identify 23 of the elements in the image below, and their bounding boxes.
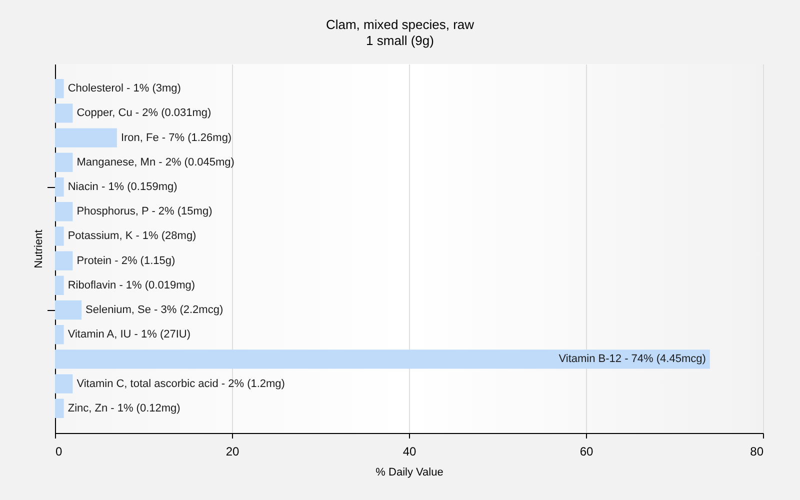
y-tick-label: Copper, Cu - 2% (0.031mg): [76, 107, 212, 120]
x-axis-title: % Daily Value: [376, 466, 444, 478]
y-tick-label: Phosphorus, P - 2% (15mg): [76, 206, 212, 218]
y-tick-label: Riboflavin - 1% (0.019mg): [68, 279, 196, 292]
y-axis-title: Nutrient: [33, 230, 45, 268]
y-tick-label: Manganese, Mn - 2% (0.045mg): [76, 156, 234, 168]
y-tick-label: Potassium, K - 1% (28mg): [68, 230, 196, 242]
y-tick-label: Iron, Fe - 7% (1.26mg): [120, 132, 232, 144]
y-tick-label: Protein - 2% (1.15g): [76, 254, 176, 267]
y-tick-label: Cholesterol - 1% (3mg): [68, 82, 181, 95]
chart-subtitle: 1 small (9g): [366, 33, 434, 48]
x-tick-label: 20: [226, 444, 240, 458]
x-tick-label: 40: [402, 444, 416, 458]
x-tick-label: 0: [56, 444, 62, 458]
y-tick-label: Zinc, Zn - 1% (0.12mg): [68, 402, 180, 414]
x-tick-label: 60: [580, 444, 594, 458]
y-tick-label: Niacin - 1% (0.159mg): [68, 181, 178, 193]
chart-title: Clam, mixed species, raw: [326, 17, 475, 32]
y-tick-label: Vitamin B-12 - 74% (4.45mcg): [558, 353, 706, 366]
y-tick-label: Vitamin C, total ascorbic acid - 2% (1.2mg): [76, 378, 285, 390]
y-tick-label: Selenium, Se - 3% (2.2mcg): [86, 304, 224, 316]
x-tick-label: 80: [750, 444, 764, 458]
y-tick-label: Vitamin A, IU - 1% (27IU): [68, 328, 191, 341]
